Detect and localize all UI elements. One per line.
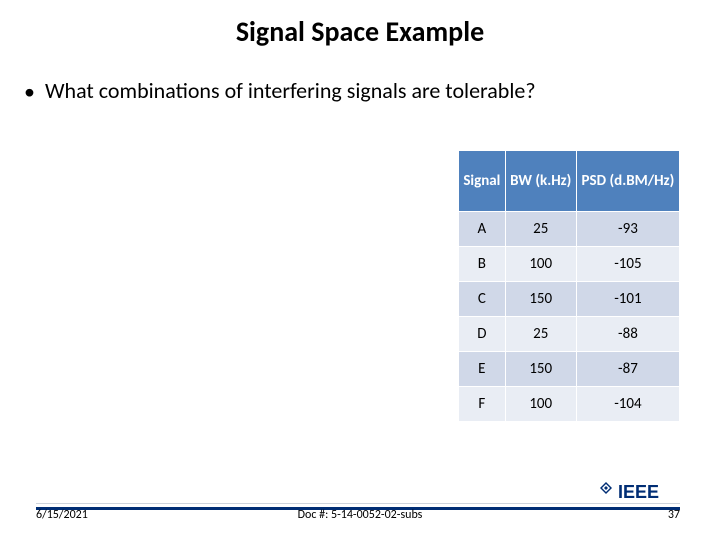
cell: 100 (505, 247, 576, 282)
cell: 25 (505, 317, 576, 352)
cell: 150 (505, 282, 576, 317)
table-header-row: Signal BW (k.Hz) PSD (d.BM/Hz) (459, 151, 680, 212)
col-header-signal: Signal (459, 151, 506, 212)
cell: C (459, 282, 506, 317)
col-header-bw: BW (k.Hz) (505, 151, 576, 212)
cell: D (459, 317, 506, 352)
col-header-psd: PSD (d.BM/Hz) (576, 151, 679, 212)
bullet-row: • What combinations of interfering signa… (0, 77, 720, 107)
footer-page-number: 37 (668, 508, 680, 522)
bullet-marker: • (24, 77, 35, 107)
cell: -88 (576, 317, 679, 352)
cell: E (459, 352, 506, 387)
slide-title: Signal Space Example (0, 0, 720, 49)
cell: -104 (576, 387, 679, 422)
cell: -105 (576, 247, 679, 282)
cell: -93 (576, 212, 679, 247)
footer-date: 6/15/2021 (36, 508, 88, 522)
table-row: E 150 -87 (459, 352, 680, 387)
cell: B (459, 247, 506, 282)
table-row: D 25 -88 (459, 317, 680, 352)
table-row: A 25 -93 (459, 212, 680, 247)
table-row: B 100 -105 (459, 247, 680, 282)
cell: 25 (505, 212, 576, 247)
cell: -87 (576, 352, 679, 387)
cell: 100 (505, 387, 576, 422)
table-row: F 100 -104 (459, 387, 680, 422)
table-row: C 150 -101 (459, 282, 680, 317)
footer: 6/15/2021 Doc #: 5-14-0052-02-subs 37 (0, 498, 720, 528)
bullet-text: What combinations of interfering signals… (45, 77, 536, 104)
footer-doc-number: Doc #: 5-14-0052-02-subs (298, 508, 423, 522)
cell: -101 (576, 282, 679, 317)
cell: A (459, 212, 506, 247)
cell: F (459, 387, 506, 422)
cell: 150 (505, 352, 576, 387)
signal-table: Signal BW (k.Hz) PSD (d.BM/Hz) A 25 -93 … (458, 150, 680, 422)
